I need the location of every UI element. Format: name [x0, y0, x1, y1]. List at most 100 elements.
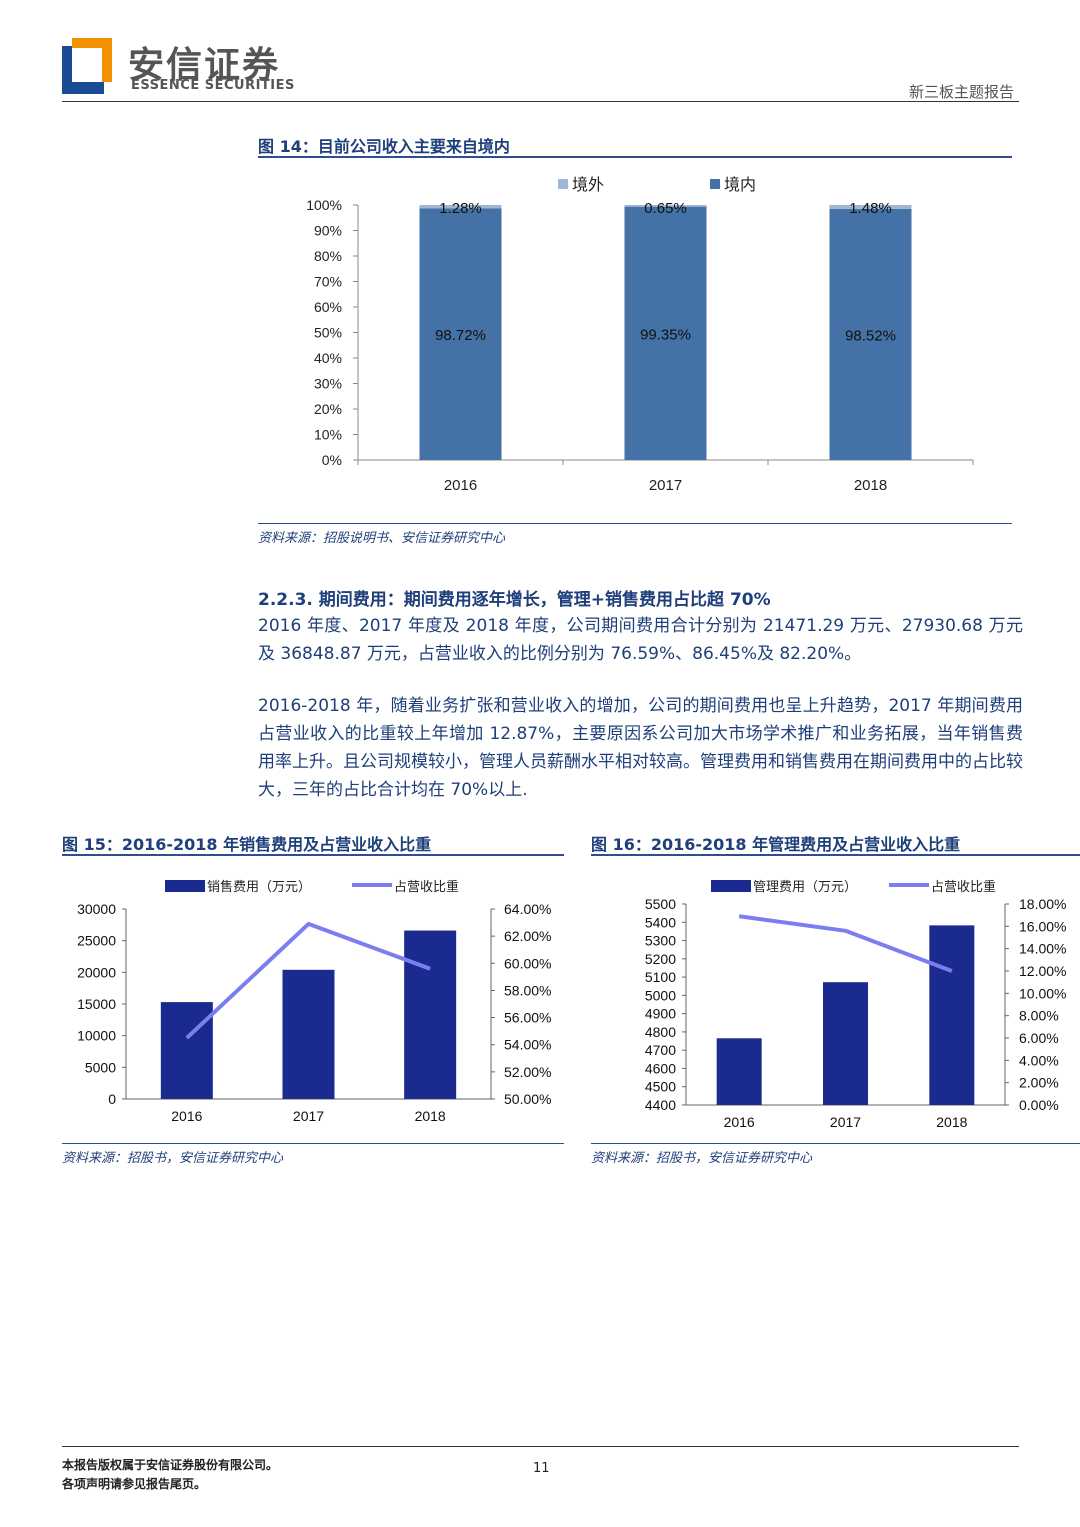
right-tick-label: 6.00% [1019, 1030, 1059, 1046]
brand-name-en: ESSENCE SECURITIES [131, 78, 295, 93]
x-tick-label: 2016 [171, 1108, 202, 1124]
figure-14-chart: 0% 10% 20% 30% 40% 50% 60% 70% 80% 90% 100% 98.72% 1… [306, 175, 974, 494]
data-label-domestic: 98.72% [435, 327, 486, 344]
right-tick-label: 64.00% [504, 901, 551, 917]
left-tick-label: 5000 [85, 1059, 116, 1075]
figure-16-chart: 4400 4500 4600 4700 4800 4900 5000 5100 5200 5300… [645, 879, 1067, 1130]
legend-swatch-bar [165, 880, 205, 892]
bar-expense [160, 1002, 213, 1099]
right-tick-label: 12.00% [1019, 963, 1066, 979]
x-tick-label: 2018 [415, 1108, 446, 1124]
y-tick-label: 70% [314, 274, 342, 290]
left-tick-label: 5200 [645, 951, 676, 967]
right-tick-label: 8.00% [1019, 1008, 1059, 1024]
right-tick-label: 62.00% [504, 928, 551, 944]
header-divider [62, 101, 1019, 102]
figure-15-source: 资料来源：招股书，安信证券研究中心 [62, 1151, 284, 1166]
company-logo [62, 38, 112, 94]
figure-14-source: 资料来源：招股说明书、安信证券研究中心 [258, 531, 506, 546]
data-label-overseas: 0.65% [644, 200, 687, 217]
right-tick-label: 10.00% [1019, 985, 1066, 1001]
right-tick-label: 50.00% [504, 1091, 551, 1107]
right-tick-label: 4.00% [1019, 1052, 1059, 1068]
left-tick-label: 5000 [645, 987, 676, 1003]
bar-expense [404, 930, 457, 1099]
footer-disclaimer: 各项声明请参见报告尾页。 [62, 1477, 207, 1491]
legend-swatch [710, 179, 720, 189]
logo-white-cut [72, 48, 102, 82]
bar-domestic [419, 208, 502, 460]
right-tick-label: 58.00% [504, 982, 551, 998]
left-tick-label: 4600 [645, 1060, 676, 1076]
data-label-domestic: 99.35% [640, 326, 691, 343]
y-tick-label: 60% [314, 299, 342, 315]
section-heading: 2.2.3. 期间费用：期间费用逐年增长，管理+销售费用占比超 70% [258, 590, 771, 610]
right-tick-label: 0.00% [1019, 1097, 1059, 1113]
bar-overseas [624, 205, 707, 207]
right-tick-label: 18.00% [1019, 896, 1066, 912]
right-tick-label: 2.00% [1019, 1075, 1059, 1091]
paragraph-1: 2016 年度、2017 年度及 2018 年度，公司期间费用合计分别为 214… [258, 616, 1023, 664]
right-tick-label: 56.00% [504, 1010, 551, 1026]
right-tick-label: 52.00% [504, 1064, 551, 1080]
x-tick-label: 2018 [936, 1114, 967, 1130]
y-tick-label: 10% [314, 427, 342, 443]
figure-16-bottom-rule [591, 1143, 1080, 1144]
right-tick-label: 14.00% [1019, 941, 1066, 957]
figure-14-bottom-rule [258, 523, 1012, 524]
x-tick-label: 2017 [830, 1114, 861, 1130]
y-tick-label: 100% [306, 197, 342, 213]
left-tick-label: 20000 [77, 964, 116, 980]
figure-15-title-rule [62, 854, 564, 856]
bar-expense [823, 982, 868, 1105]
left-tick-label: 4700 [645, 1042, 676, 1058]
x-tick-label: 2017 [649, 477, 682, 494]
figure-15-title: 图 15：2016-2018 年销售费用及占营业收入比重 [62, 835, 432, 854]
left-tick-label: 5300 [645, 933, 676, 949]
legend-label-bar: 销售费用（万元） [207, 879, 311, 894]
right-tick-label: 60.00% [504, 955, 551, 971]
y-tick-label: 50% [314, 325, 342, 341]
right-tick-label: 54.00% [504, 1037, 551, 1053]
y-tick-label: 40% [314, 350, 342, 366]
bar-overseas [419, 205, 502, 209]
line-ratio [738, 914, 953, 973]
paragraph-2: 2016-2018 年，随着业务扩张和营业收入的增加，公司的期间费用也呈上升趋势… [258, 696, 1023, 800]
bar-expense [282, 969, 335, 1099]
bar-expense [929, 925, 975, 1105]
left-tick-label: 15000 [77, 996, 116, 1012]
report-type: 新三板主题报告 [908, 83, 1014, 101]
left-tick-label: 5400 [645, 914, 676, 930]
figure-15-chart: 0 5000 10000 15000 20000 25000 30000 50.00% 52.0… [77, 879, 551, 1124]
legend-label-line: 占营收比重 [394, 879, 459, 894]
legend-label-bar: 管理费用（万元） [753, 879, 857, 894]
left-tick-label: 0 [108, 1091, 116, 1107]
figure-15-bottom-rule [62, 1143, 564, 1144]
left-tick-label: 4500 [645, 1079, 676, 1095]
legend-swatch [558, 179, 568, 189]
left-tick-label: 10000 [77, 1028, 116, 1044]
bar-domestic [829, 208, 912, 460]
x-tick-label: 2016 [724, 1114, 755, 1130]
figure-14-title: 图 14：目前公司收入主要来自境内 [258, 137, 510, 156]
bar-overseas [829, 205, 912, 209]
left-tick-label: 25000 [77, 933, 116, 949]
right-tick-label: 16.00% [1019, 918, 1066, 934]
bar-domestic [624, 206, 707, 460]
left-tick-label: 5500 [645, 896, 676, 912]
left-tick-label: 4900 [645, 1006, 676, 1022]
figure-16-source: 资料来源：招股书，安信证券研究中心 [591, 1151, 813, 1166]
data-label-overseas: 1.28% [439, 200, 482, 217]
figure-14-title-rule [258, 156, 1012, 158]
y-tick-label: 30% [314, 376, 342, 392]
data-label-overseas: 1.48% [849, 200, 892, 217]
bar-expense [716, 1038, 762, 1105]
legend-label-line: 占营收比重 [931, 879, 996, 894]
footer-divider [62, 1446, 1019, 1447]
y-tick-label: 80% [314, 248, 342, 264]
figure-16-title: 图 16：2016-2018 年管理费用及占营业收入比重 [591, 835, 961, 854]
x-tick-label: 2017 [293, 1108, 324, 1124]
legend-label: 境外 [572, 175, 604, 194]
left-tick-label: 30000 [77, 901, 116, 917]
x-tick-label: 2016 [444, 477, 477, 494]
